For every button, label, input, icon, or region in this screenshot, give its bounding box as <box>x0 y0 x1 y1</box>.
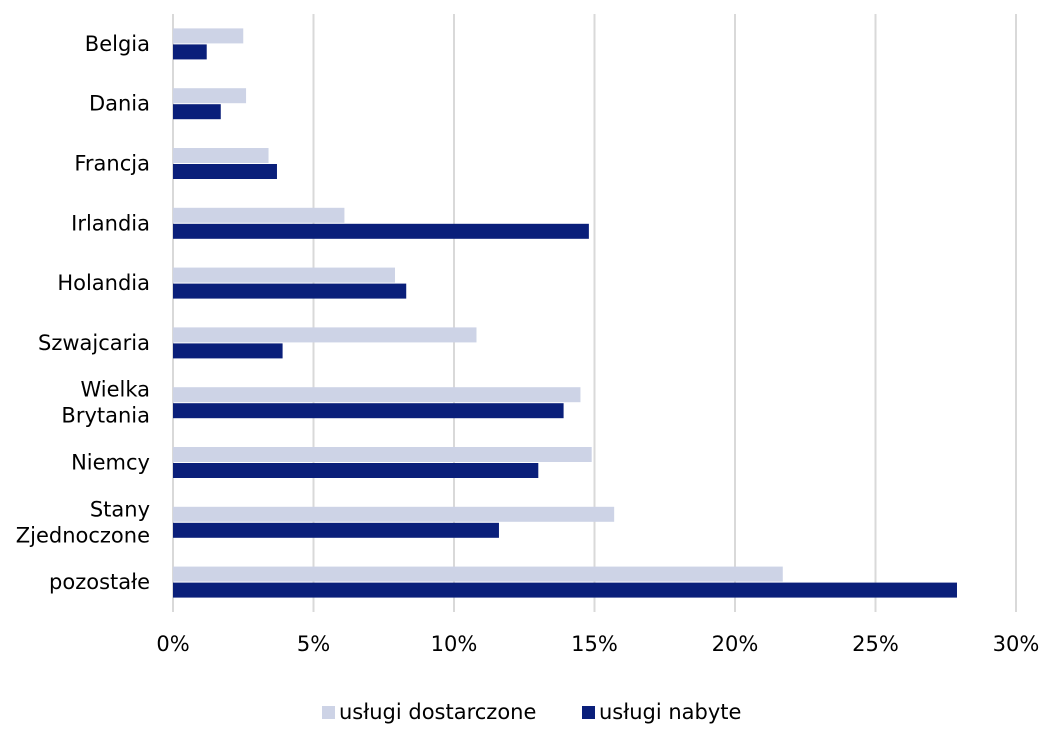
category-label-line: pozostałe <box>49 570 150 594</box>
category-label-line: Zjednoczone <box>16 523 150 547</box>
x-tick-label-15: 15% <box>571 632 618 656</box>
bar-delivered-7 <box>173 447 592 462</box>
category-label-2: Francja <box>74 152 150 176</box>
legend: usługi dostarczone usługi nabyte <box>322 700 741 724</box>
bar-delivered-2 <box>173 148 269 163</box>
bar-purchased-9 <box>173 582 957 598</box>
bar-series <box>173 28 957 598</box>
bar-purchased-7 <box>173 463 539 478</box>
category-label-0: Belgia <box>85 32 150 56</box>
bar-purchased-3 <box>173 223 589 239</box>
bar-delivered-0 <box>173 28 244 44</box>
category-label-4: Holandia <box>57 271 150 295</box>
legend-label: usługi nabyte <box>599 700 741 724</box>
bar-delivered-1 <box>173 88 247 104</box>
bar-purchased-0 <box>173 44 207 60</box>
bar-delivered-6 <box>173 387 581 403</box>
category-label-line: Wielka <box>80 378 150 402</box>
gridlines <box>172 14 1017 612</box>
legend-swatch <box>582 706 595 719</box>
category-label-7: Niemcy <box>71 451 150 475</box>
legend-item-delivered: usługi dostarczone <box>322 700 536 724</box>
category-label-6: Wielka Brytania <box>61 378 150 428</box>
category-label-line: Stany <box>90 497 150 521</box>
x-tick-label-25: 25% <box>852 632 899 656</box>
bar-purchased-5 <box>173 343 283 359</box>
category-label-8: Stany Zjednoczone <box>16 497 150 547</box>
category-label-9: pozostałe <box>49 570 150 594</box>
category-labels: Belgia Dania Francja Irlandia Holandia Szwajc… <box>16 32 150 594</box>
bar-purchased-2 <box>173 164 277 179</box>
category-label-line: Brytania <box>61 404 150 428</box>
bar-purchased-8 <box>173 522 499 538</box>
category-label-line: Holandia <box>57 271 150 295</box>
x-tick-label-10: 10% <box>431 632 478 656</box>
category-label-line: Belgia <box>85 32 150 56</box>
category-label-3: Irlandia <box>71 211 150 235</box>
x-tick-labels: 0% 5% 10% 15% 20% 25% 30% <box>156 632 1039 656</box>
bar-delivered-9 <box>173 566 783 582</box>
category-label-line: Dania <box>89 92 150 116</box>
bar-delivered-5 <box>173 327 477 343</box>
x-tick-label-30: 30% <box>993 632 1040 656</box>
legend-item-purchased: usługi nabyte <box>582 700 741 724</box>
legend-label: usługi dostarczone <box>339 700 536 724</box>
x-tick-label-5: 5% <box>297 632 330 656</box>
legend-swatch <box>322 706 335 719</box>
bar-purchased-1 <box>173 104 221 120</box>
bar-purchased-4 <box>173 283 407 299</box>
bar-delivered-3 <box>173 207 345 223</box>
category-label-1: Dania <box>89 92 150 116</box>
bar-delivered-4 <box>173 267 395 283</box>
category-label-line: Irlandia <box>71 211 150 235</box>
category-label-line: Szwajcaria <box>38 331 150 355</box>
category-label-5: Szwajcaria <box>38 331 150 355</box>
x-tick-label-0: 0% <box>156 632 189 656</box>
x-tick-label-20: 20% <box>712 632 759 656</box>
category-label-line: Francja <box>74 152 150 176</box>
bar-purchased-6 <box>173 403 564 419</box>
category-label-line: Niemcy <box>71 451 150 475</box>
bar-delivered-8 <box>173 506 615 522</box>
